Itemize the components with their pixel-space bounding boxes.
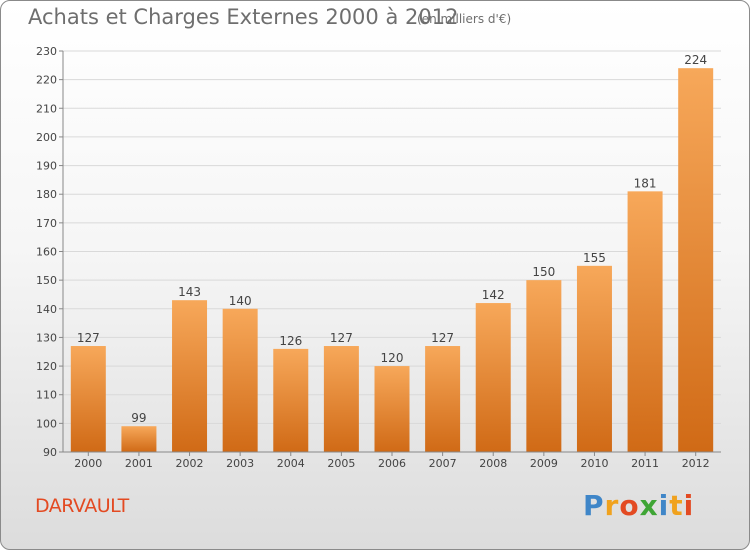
logo-letter: o (619, 489, 640, 522)
bar-value-label: 142 (482, 288, 505, 302)
bar-value-label: 127 (431, 331, 454, 345)
bar-value-label: 99 (131, 411, 146, 425)
logo-letter: t (669, 489, 684, 522)
bar (576, 265, 612, 452)
y-tick-label: 220 (36, 74, 57, 87)
bar-value-label: 127 (77, 331, 100, 345)
bar (273, 348, 309, 452)
bar-value-label: 143 (178, 285, 201, 299)
x-tick-label: 2004 (277, 457, 305, 470)
logo-letter: x (639, 489, 659, 522)
commune-name: DARVAULT (35, 495, 129, 517)
bar-value-label: 150 (532, 265, 555, 279)
bar (121, 426, 157, 452)
y-tick-label: 100 (36, 417, 57, 430)
proxiti-logo: Proxiti (583, 489, 694, 522)
x-tick-label: 2007 (429, 457, 457, 470)
axes (59, 50, 721, 456)
y-tick-label: 130 (36, 331, 57, 344)
bar-value-label: 140 (229, 294, 252, 308)
bar (425, 346, 461, 452)
logo-letter: P (583, 489, 605, 522)
y-tick-label: 230 (36, 45, 57, 58)
bar (323, 346, 359, 452)
bar (70, 346, 106, 452)
x-tick-label: 2005 (327, 457, 355, 470)
x-tick-label: 2002 (176, 457, 204, 470)
x-tick-label: 2003 (226, 457, 254, 470)
y-tick-label: 90 (43, 446, 57, 459)
x-tick-label: 2009 (530, 457, 558, 470)
bar (172, 300, 208, 452)
bar (627, 191, 663, 452)
x-tick-label: 2010 (580, 457, 608, 470)
bar-value-label: 181 (634, 176, 657, 190)
logo-letter: i (658, 489, 670, 522)
x-tick-label: 2006 (378, 457, 406, 470)
bar-value-label: 126 (279, 334, 302, 348)
bar (374, 366, 410, 452)
labels: 90 100 110 120 130 140 150 160 170 180 190 200 210 22… (36, 45, 710, 470)
y-tick-label: 140 (36, 303, 57, 316)
bar (526, 280, 562, 452)
y-tick-label: 180 (36, 188, 57, 201)
y-tick-label: 110 (36, 389, 57, 402)
y-tick-label: 160 (36, 246, 57, 259)
y-tick-label: 170 (36, 217, 57, 230)
x-tick-label: 2008 (479, 457, 507, 470)
bar-value-label: 224 (684, 53, 707, 67)
y-tick-label: 210 (36, 102, 57, 115)
bar-value-label: 155 (583, 251, 606, 265)
y-tick-label: 190 (36, 160, 57, 173)
logo-letter: r (604, 489, 620, 522)
y-tick-label: 120 (36, 360, 57, 373)
x-tick-label: 2001 (125, 457, 153, 470)
x-tick-label: 2011 (631, 457, 659, 470)
bar-value-label: 127 (330, 331, 353, 345)
bar (678, 68, 714, 452)
logo-letter: i (683, 489, 695, 522)
bar (475, 303, 511, 452)
bars (70, 68, 714, 452)
chart-title: Achats et Charges Externes 2000 à 2012 (28, 5, 459, 29)
x-tick-label: 2000 (74, 457, 102, 470)
y-tick-label: 150 (36, 274, 57, 287)
y-tick-label: 200 (36, 131, 57, 144)
chart-subtitle: (en milliers d'€) (417, 12, 512, 26)
x-tick-label: 2012 (682, 457, 710, 470)
bar (222, 308, 258, 452)
bar-value-label: 120 (381, 351, 404, 365)
